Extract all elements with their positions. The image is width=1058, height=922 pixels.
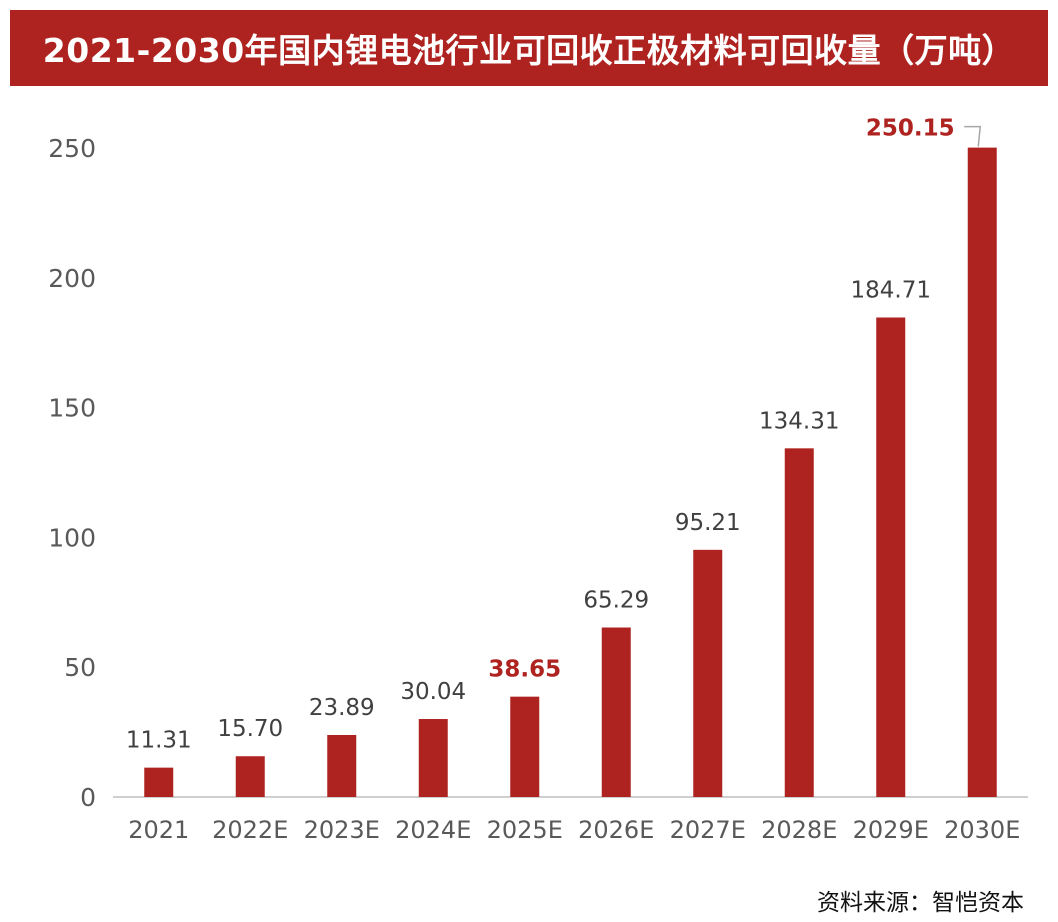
bar bbox=[967, 147, 997, 797]
y-tick-label: 150 bbox=[48, 394, 96, 423]
y-tick-label: 100 bbox=[48, 523, 96, 552]
y-tick-label: 0 bbox=[80, 783, 96, 812]
source-note: 资料来源：智恺资本 bbox=[817, 890, 1024, 916]
y-tick-label: 250 bbox=[48, 134, 96, 163]
y-tick-label: 200 bbox=[48, 264, 96, 293]
x-tick-label: 2027E bbox=[670, 816, 746, 844]
data-label: 65.29 bbox=[583, 588, 649, 614]
data-label: 23.89 bbox=[309, 695, 375, 721]
x-tick-label: 2028E bbox=[761, 816, 837, 844]
bar bbox=[876, 317, 906, 797]
x-tick-label: 2023E bbox=[304, 816, 380, 844]
bar bbox=[418, 719, 448, 797]
x-tick-label: 2026E bbox=[578, 816, 654, 844]
title-bar: 2021-2030年国内锂电池行业可回收正极材料可回收量（万吨） bbox=[10, 10, 1048, 86]
data-label: 95.21 bbox=[675, 510, 741, 536]
data-label: 184.71 bbox=[851, 277, 931, 303]
x-tick-label: 2029E bbox=[853, 816, 929, 844]
bar bbox=[144, 767, 174, 797]
bar bbox=[693, 549, 723, 797]
x-tick-label: 2024E bbox=[395, 816, 471, 844]
data-label: 134.31 bbox=[759, 408, 839, 434]
x-tick-label: 2030E bbox=[944, 816, 1020, 844]
bar bbox=[510, 696, 540, 797]
data-label: 11.31 bbox=[126, 728, 192, 754]
bar bbox=[235, 756, 265, 797]
x-tick-label: 2025E bbox=[487, 816, 563, 844]
data-label: 38.65 bbox=[488, 657, 561, 683]
bar bbox=[601, 627, 631, 797]
data-label: 15.70 bbox=[217, 716, 283, 742]
bar bbox=[784, 448, 814, 797]
x-tick-label: 2021 bbox=[128, 816, 189, 844]
bar bbox=[327, 734, 357, 797]
data-label: 30.04 bbox=[400, 679, 466, 705]
x-tick-label: 2022E bbox=[212, 816, 288, 844]
y-tick-label: 50 bbox=[64, 653, 96, 682]
data-label-leader-line bbox=[964, 125, 982, 147]
chart-title: 2021-2030年国内锂电池行业可回收正极材料可回收量（万吨） bbox=[42, 31, 1016, 70]
data-label: 250.15 bbox=[866, 116, 955, 142]
